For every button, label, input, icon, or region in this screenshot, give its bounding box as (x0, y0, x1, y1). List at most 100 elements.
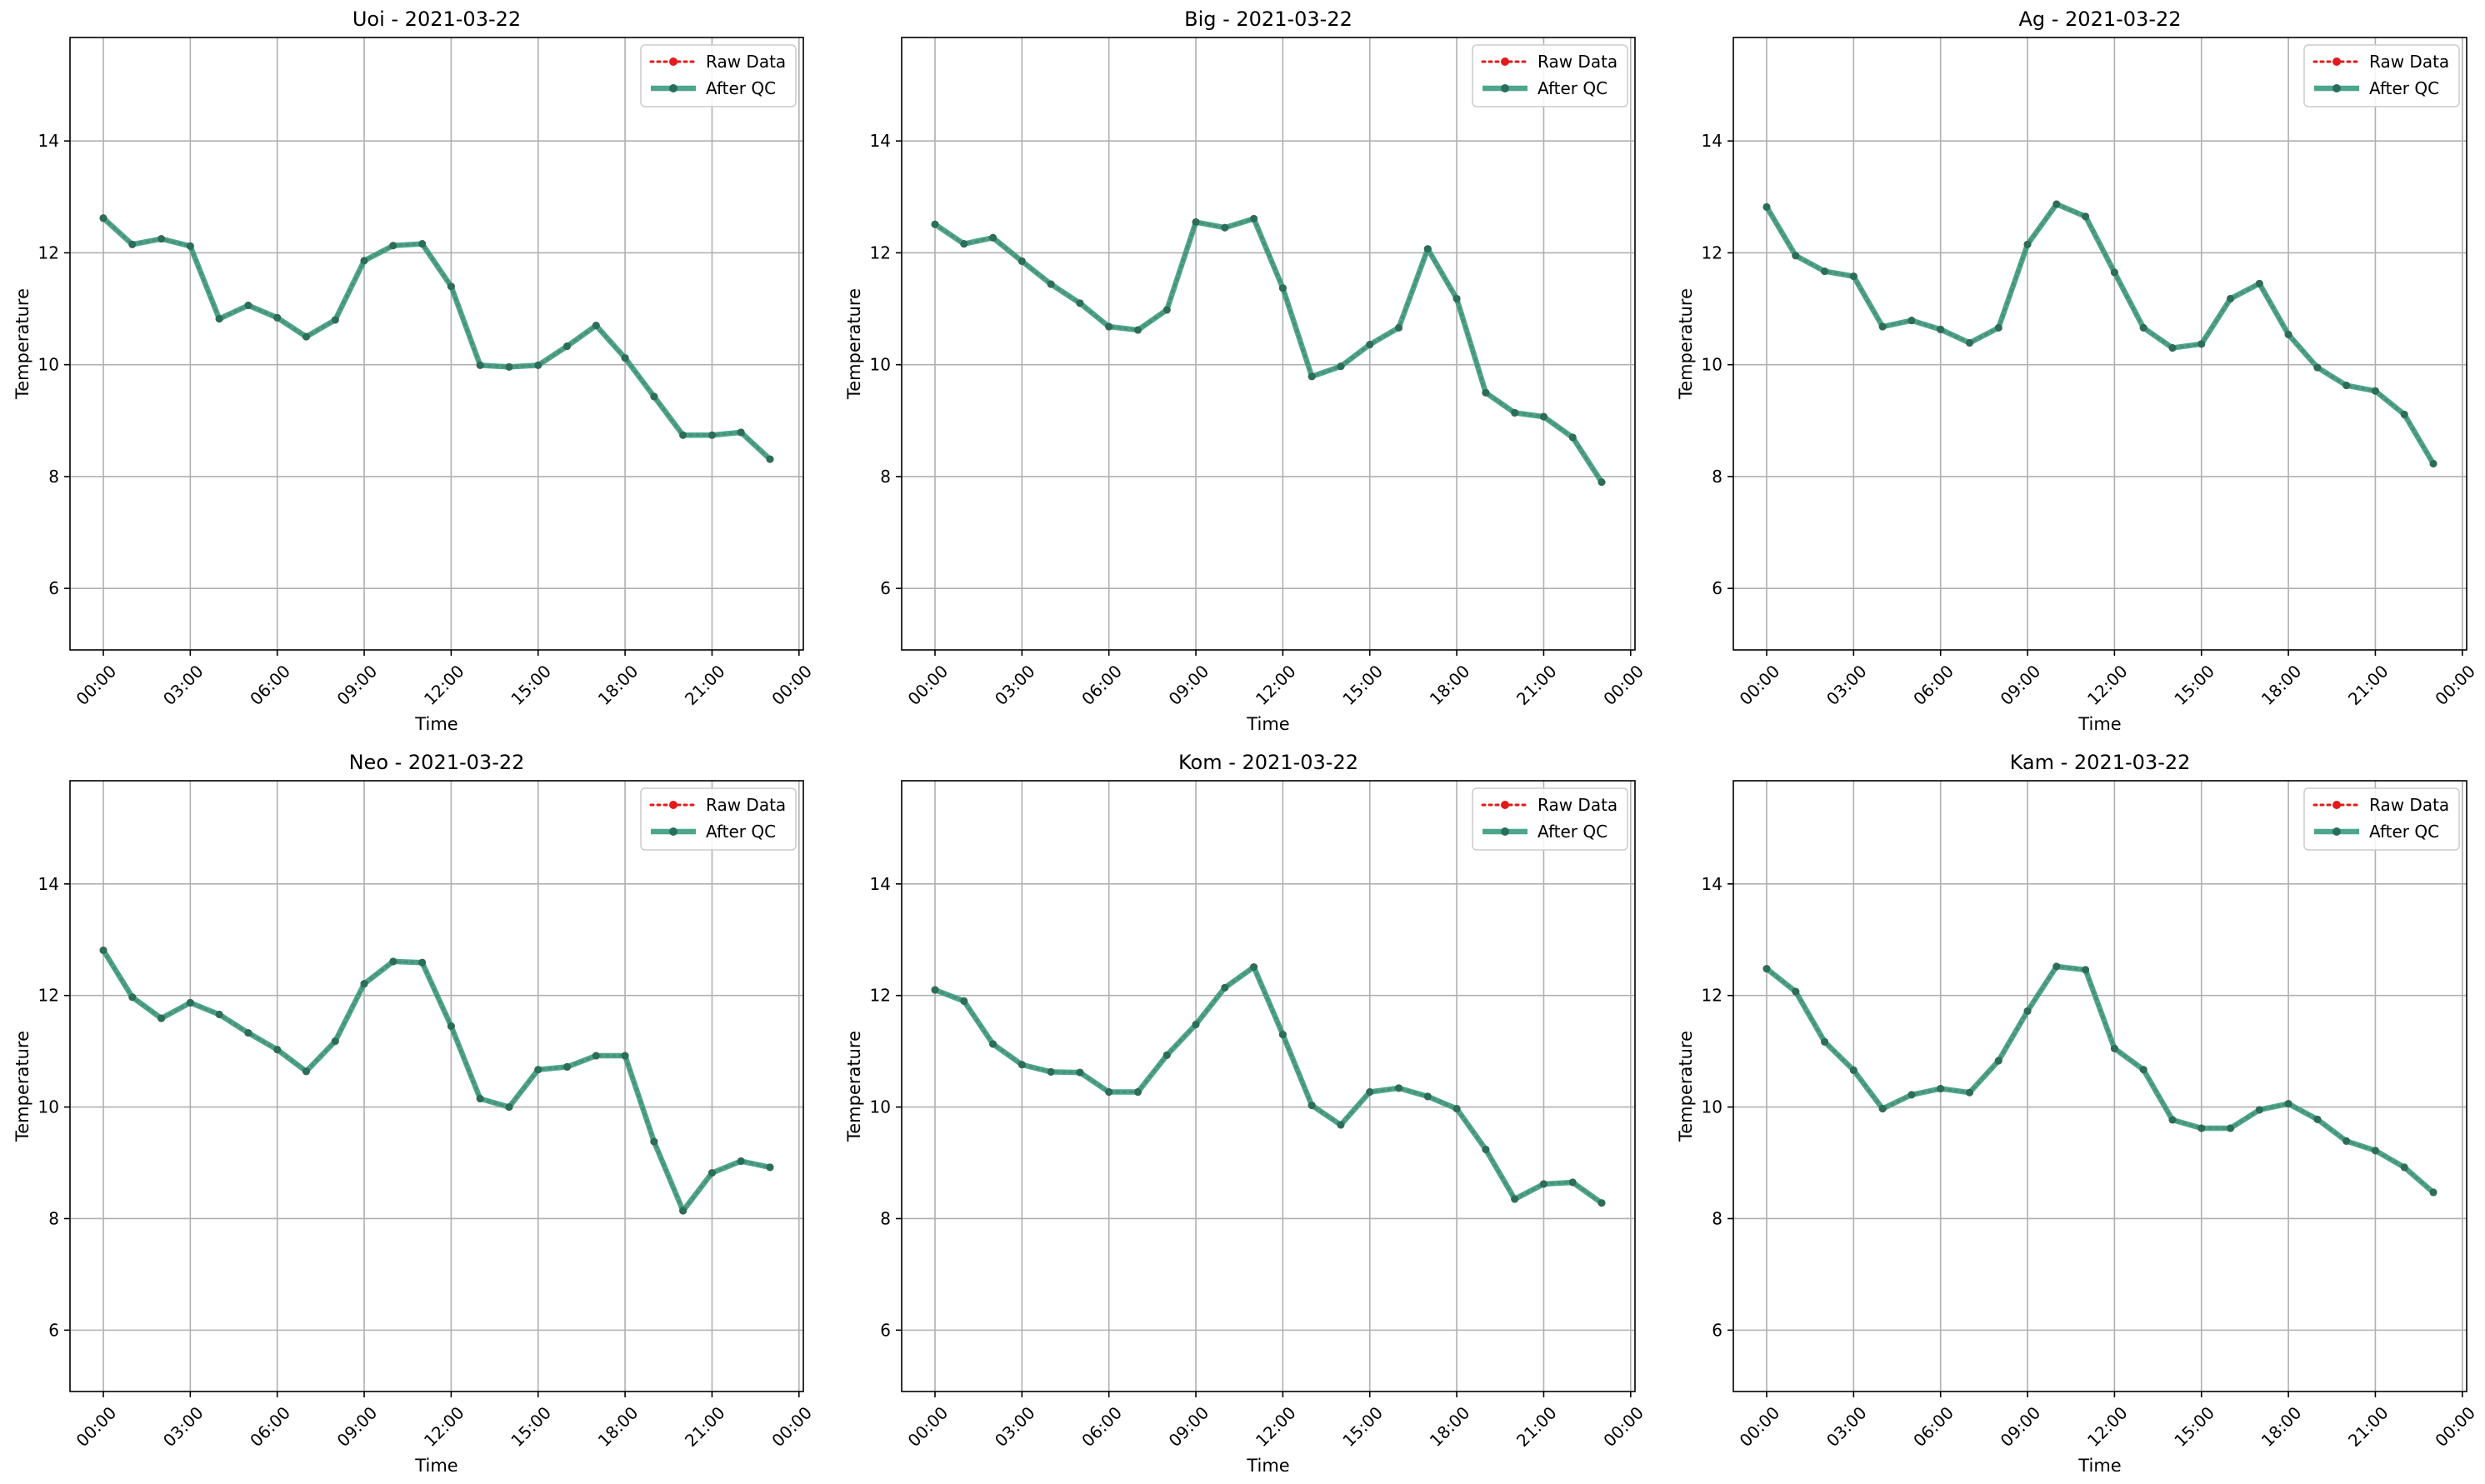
y-tick-label: 12 (870, 242, 891, 262)
legend-raw-marker (669, 57, 678, 66)
after-qc-point (216, 315, 223, 322)
after-qc-point (389, 957, 397, 965)
after-qc-point (1424, 1092, 1432, 1100)
x-axis-label: Time (414, 1456, 458, 1476)
legend-raw-marker (1501, 57, 1509, 66)
after-qc-point (960, 240, 968, 247)
after-qc-point (1105, 323, 1112, 331)
legend-qc-label: After QC (1538, 78, 1608, 98)
x-tick-label: 09:00 (1165, 1402, 1213, 1451)
legend-qc-label: After QC (706, 822, 776, 842)
x-tick-label: 21:00 (1512, 1402, 1561, 1451)
after-qc-point (1966, 339, 1973, 347)
legend-qc-marker (669, 827, 678, 836)
x-tick-label: 18:00 (2258, 661, 2306, 709)
legend-qc-marker (1501, 827, 1509, 836)
after-qc-point (1192, 218, 1200, 226)
x-tick-label: 18:00 (1426, 1402, 1474, 1451)
y-axis-label: Temperature (12, 1031, 32, 1142)
after-qc-point (1048, 281, 1055, 288)
x-axis-label: Time (1246, 1456, 1289, 1476)
after-qc-point (1308, 1102, 1316, 1109)
after-qc-point (448, 1022, 455, 1030)
x-tick-label: 12:00 (2083, 1402, 2132, 1451)
after-qc-point (216, 1011, 223, 1018)
y-tick-label: 12 (38, 242, 59, 262)
after-qc-point (1792, 988, 1799, 996)
after-qc-point (1511, 409, 1518, 417)
x-tick-label: 09:00 (333, 1402, 382, 1451)
after-qc-point (158, 235, 165, 242)
after-qc-point (738, 428, 745, 436)
after-qc-point (1908, 1091, 1915, 1098)
after-qc-point (2256, 1106, 2263, 1113)
legend-qc-marker (2332, 827, 2341, 836)
legend-raw-label: Raw Data (706, 52, 786, 72)
y-tick-label: 8 (880, 1208, 891, 1228)
legend: Raw Data After QC (1472, 45, 1628, 107)
legend-qc-marker (1501, 84, 1509, 92)
after-qc-point (1076, 1069, 1083, 1077)
y-tick-label: 6 (1712, 578, 1722, 598)
after-qc-point (244, 302, 252, 309)
after-qc-point (302, 1067, 310, 1075)
after-qc-point (2313, 364, 2321, 372)
after-qc-point (273, 314, 281, 322)
after-qc-point (1937, 326, 1944, 333)
after-qc-point (2342, 1137, 2350, 1145)
y-tick-label: 8 (1712, 1208, 1722, 1228)
after-qc-point (679, 432, 687, 439)
legend-qc-label: After QC (706, 78, 776, 98)
x-tick-label: 00:00 (904, 1402, 952, 1451)
legend: Raw Data After QC (1472, 788, 1628, 850)
after-qc-point (1598, 1199, 1606, 1207)
y-tick-label: 6 (48, 578, 59, 598)
after-qc-point (1048, 1068, 1055, 1076)
x-tick-label: 00:00 (1736, 1402, 1784, 1451)
after-qc-point (2227, 1125, 2234, 1132)
after-qc-point (1540, 413, 1548, 421)
after-qc-point (932, 221, 939, 228)
y-axis-label: Temperature (1676, 1031, 1696, 1142)
after-qc-point (389, 242, 397, 249)
after-qc-point (534, 1066, 542, 1073)
after-qc-point (563, 342, 571, 350)
after-qc-point (2256, 280, 2263, 287)
subplot-2: 00:00 03:00 06:00 09:00 12:00 15:00 18:00 21:00… (844, 7, 1648, 734)
after-qc-point (2372, 1147, 2379, 1154)
after-qc-point (622, 354, 629, 362)
x-tick-label: 18:00 (2258, 1402, 2306, 1451)
y-tick-label: 10 (38, 355, 59, 375)
axes-frame (902, 781, 1635, 1392)
after-qc-point (1134, 1088, 1142, 1096)
after-qc-point (738, 1157, 745, 1165)
after-qc-point (128, 241, 136, 248)
after-qc-point (302, 333, 310, 341)
after-qc-point (332, 1037, 339, 1045)
after-qc-point (505, 1103, 512, 1111)
after-qc-point (2227, 295, 2234, 302)
after-qc-point (2285, 1100, 2292, 1107)
after-qc-point (767, 1163, 774, 1171)
after-qc-point (1995, 1057, 2002, 1065)
after-qc-point (1598, 478, 1606, 486)
after-qc-point (534, 362, 542, 369)
x-tick-label: 15:00 (2170, 1402, 2218, 1451)
after-qc-line (103, 950, 770, 1211)
legend-raw-marker (669, 801, 678, 809)
y-tick-label: 12 (1702, 986, 1722, 1006)
y-tick-label: 10 (38, 1097, 59, 1117)
x-tick-label: 09:00 (1165, 661, 1213, 709)
y-tick-label: 14 (38, 874, 59, 894)
x-tick-label: 15:00 (1338, 1402, 1387, 1451)
x-tick-label: 00:00 (768, 1402, 816, 1451)
legend-raw-marker (2332, 57, 2341, 66)
after-qc-point (2198, 340, 2205, 347)
after-qc-point (2168, 344, 2176, 352)
after-qc-point (1337, 362, 1344, 370)
y-axis-label: Temperature (844, 288, 864, 400)
after-qc-point (100, 947, 108, 954)
y-tick-label: 10 (1702, 1097, 1722, 1117)
after-qc-point (1134, 327, 1142, 334)
y-tick-label: 8 (880, 467, 891, 487)
